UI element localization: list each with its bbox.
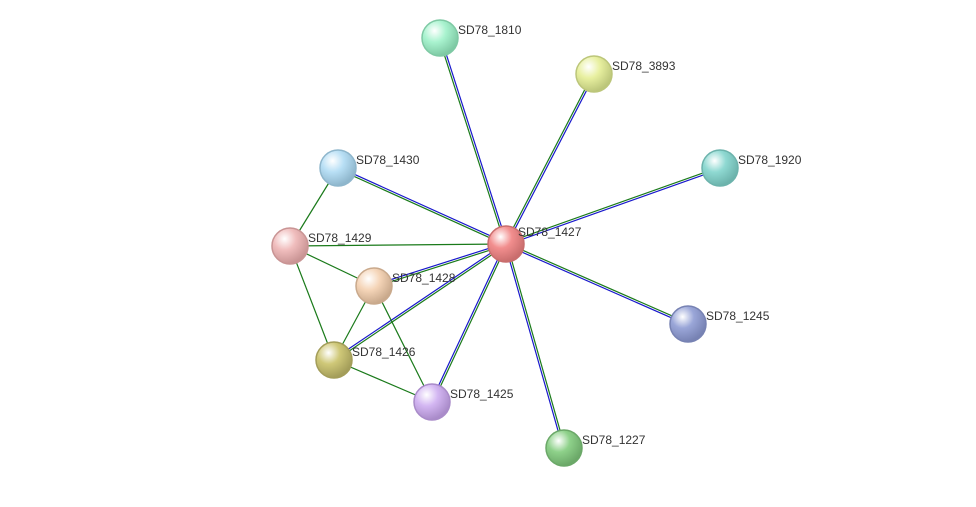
edge-SD78_1427-SD78_1810 bbox=[439, 38, 505, 244]
network-graph-svg bbox=[0, 0, 976, 507]
nodes-group bbox=[272, 20, 738, 466]
edge-SD78_1427-SD78_1429 bbox=[290, 244, 506, 246]
edge-SD78_1427-SD78_1428 bbox=[374, 245, 506, 287]
node-SD78_1810[interactable] bbox=[422, 20, 458, 56]
edge-SD78_1427-SD78_1426 bbox=[335, 245, 507, 361]
node-SD78_1428[interactable] bbox=[356, 268, 392, 304]
edge-SD78_1427-SD78_1425 bbox=[433, 244, 507, 402]
edge-SD78_1427-SD78_1430 bbox=[338, 167, 506, 243]
edge-SD78_1427-SD78_1245 bbox=[506, 245, 688, 325]
edge-SD78_1427-SD78_1245 bbox=[506, 243, 688, 323]
edge-SD78_1428-SD78_1425 bbox=[374, 286, 432, 402]
edge-SD78_1427-SD78_1227 bbox=[505, 244, 563, 448]
node-SD78_1425[interactable] bbox=[414, 384, 450, 420]
node-SD78_1427[interactable] bbox=[488, 226, 524, 262]
network-graph-container: SD78_1427SD78_1810SD78_3893SD78_1920SD78… bbox=[0, 0, 976, 507]
edge-SD78_1427-SD78_1428 bbox=[374, 243, 506, 285]
node-SD78_1430[interactable] bbox=[320, 150, 356, 186]
node-SD78_1227[interactable] bbox=[546, 430, 582, 466]
edge-SD78_1427-SD78_1425 bbox=[431, 244, 505, 402]
edge-SD78_1427-SD78_3893 bbox=[507, 74, 595, 244]
node-SD78_1245[interactable] bbox=[670, 306, 706, 342]
node-SD78_1920[interactable] bbox=[702, 150, 738, 186]
edge-SD78_1427-SD78_1430 bbox=[338, 169, 506, 245]
edge-SD78_1427-SD78_1426 bbox=[333, 243, 505, 359]
edge-SD78_1427-SD78_1810 bbox=[441, 38, 507, 244]
node-SD78_1426[interactable] bbox=[316, 342, 352, 378]
node-SD78_1429[interactable] bbox=[272, 228, 308, 264]
node-SD78_3893[interactable] bbox=[576, 56, 612, 92]
edge-SD78_1427-SD78_1920 bbox=[506, 167, 720, 243]
edge-SD78_1427-SD78_1227 bbox=[507, 244, 565, 448]
edge-SD78_1427-SD78_3893 bbox=[505, 74, 593, 244]
